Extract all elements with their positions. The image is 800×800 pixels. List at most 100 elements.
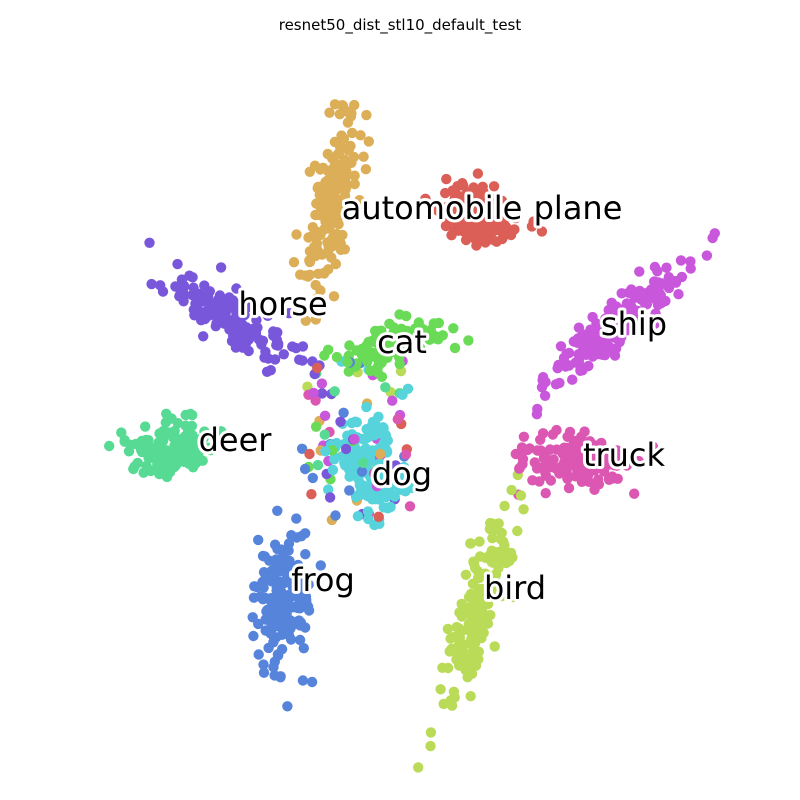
- scatter-point-horse: [262, 310, 273, 321]
- scatter-point-truck: [614, 455, 625, 466]
- scatter-point-ship: [650, 308, 661, 319]
- scatter-point-ship: [561, 348, 572, 360]
- scatter-point-automobile: [375, 448, 386, 460]
- scatter-point-ship: [641, 316, 652, 327]
- scatter-point-automobile: [342, 179, 353, 191]
- scatter-point-horse: [144, 237, 155, 248]
- scatter-point-automobile: [349, 170, 360, 181]
- scatter-point-deer: [128, 463, 139, 475]
- scatter-point-frog: [261, 606, 272, 617]
- scatter-point-airplane: [536, 226, 548, 237]
- scatter-point-cat: [386, 332, 397, 344]
- scatter-point-deer: [157, 435, 169, 447]
- scatter-point-ship: [670, 275, 681, 287]
- scatter-point-bird: [435, 684, 446, 695]
- scatter-point-automobile: [320, 206, 331, 218]
- scatter-point-cat: [424, 334, 435, 345]
- scatter-point-automobile: [337, 204, 348, 216]
- scatter-point-truck: [589, 465, 600, 476]
- scatter-point-horse: [269, 354, 281, 365]
- scatter-point-automobile: [338, 196, 350, 208]
- scatter-point-truck: [559, 442, 570, 453]
- scatter-point-bird: [442, 662, 454, 674]
- scatter-point-bird: [425, 727, 437, 738]
- scatter-point-automobile: [310, 299, 321, 310]
- scatter-point-truck: [563, 482, 575, 494]
- scatter-point-bird: [442, 623, 454, 635]
- scatter-point-horse: [187, 289, 198, 301]
- scatter-point-horse: [146, 278, 157, 290]
- scatter-point-bird: [460, 569, 472, 580]
- scatter-point-deer: [146, 452, 158, 463]
- scatter-point-automobile: [348, 151, 360, 163]
- scatter-point-truck: [593, 479, 605, 490]
- scatter-point-horse: [278, 349, 289, 360]
- scatter-point-airplane: [456, 212, 467, 223]
- scatter-point-horse: [172, 258, 183, 270]
- scatter-point-ship: [308, 387, 319, 399]
- scatter-point-horse: [297, 341, 309, 352]
- scatter-point-ship: [559, 358, 571, 369]
- scatter-point-automobile: [361, 109, 372, 121]
- scatter-point-ship: [607, 331, 618, 343]
- scatter-point-truck: [544, 444, 556, 455]
- scatter-point-truck: [564, 450, 576, 461]
- scatter-point-frog: [272, 505, 283, 516]
- scatter-point-deer: [168, 429, 179, 440]
- scatter-point-cat: [394, 309, 405, 320]
- scatter-point-frog: [296, 443, 308, 454]
- scatter-point-airplane: [467, 194, 479, 205]
- scatter-point-ship: [675, 255, 687, 266]
- scatter-point-truck: [400, 449, 412, 460]
- scatter-point-horse: [202, 288, 213, 300]
- scatter-point-frog: [253, 649, 264, 660]
- scatter-point-truck: [545, 475, 557, 486]
- scatter-point-ship: [685, 263, 696, 274]
- cluster-labels: plane automobile bird cat deer dog frog horse sh…: [196, 186, 671, 610]
- scatter-point-deer: [312, 459, 324, 471]
- scatter-point-bird: [444, 646, 455, 657]
- chart-title: resnet50_dist_stl10_default_test: [279, 16, 522, 35]
- scatter-point-airplane: [505, 229, 517, 241]
- cluster-label-frog: frog: [291, 561, 355, 599]
- scatter-point-frog: [275, 672, 286, 683]
- scatter-point-deer: [136, 435, 148, 447]
- scatter-point-horse: [259, 352, 270, 363]
- scatter-point-cat: [342, 357, 353, 368]
- scatter-point-ship: [634, 266, 645, 277]
- scatter-point-automobile: [288, 257, 300, 268]
- scatter-point-ship: [319, 410, 331, 421]
- scatter-point-deer: [140, 421, 151, 432]
- scatter-point-airplane: [491, 236, 502, 247]
- scatter-point-airplane: [420, 193, 431, 204]
- scatter-point-frog: [269, 539, 281, 550]
- scatter-point-frog: [260, 570, 271, 581]
- scatter-point-dog: [320, 446, 331, 457]
- scatter-point-truck: [404, 501, 416, 512]
- scatter-point-dog: [396, 472, 407, 484]
- scatter-point-dog: [408, 475, 419, 486]
- scatter-point-frog: [289, 617, 300, 628]
- scatter-point-horse: [283, 308, 295, 319]
- scatter-point-ship: [586, 348, 597, 359]
- scatter-point-ship: [531, 409, 543, 420]
- scatter-point-bird: [461, 624, 473, 635]
- scatter-point-horse: [265, 365, 276, 376]
- scatter-point-bird: [495, 533, 506, 545]
- scatter-point-automobile: [303, 232, 314, 243]
- scatter-point-dog: [384, 483, 395, 495]
- scatter-point-horse: [251, 314, 262, 326]
- scatter-point-frog: [283, 629, 295, 641]
- scatter-point-truck: [527, 475, 538, 486]
- scatter-point-frog: [300, 622, 311, 633]
- scatter-point-ship: [626, 284, 637, 295]
- scatter-point-automobile: [337, 100, 349, 112]
- scatter-point-bird: [413, 762, 424, 773]
- scatter-point-cat: [413, 317, 424, 328]
- scatter-point-airplane: [488, 181, 500, 192]
- scatter-point-frog: [268, 637, 279, 648]
- scatter-point-truck: [518, 431, 530, 442]
- scatter-point-ship: [574, 358, 585, 369]
- scatter-point-dog: [364, 488, 375, 499]
